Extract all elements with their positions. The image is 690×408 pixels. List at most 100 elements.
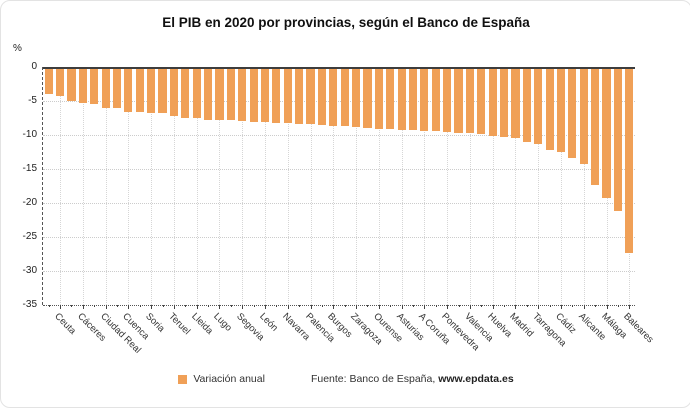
v-gridline <box>219 67 221 305</box>
bar-provincia-23 <box>295 68 304 125</box>
plot-area <box>42 67 635 309</box>
v-gridline <box>492 67 494 305</box>
x-tick <box>424 305 426 309</box>
bar-Cuenca <box>124 68 133 112</box>
y-tick-label: -30 <box>22 265 37 276</box>
x-tick <box>526 305 528 307</box>
bar-provincia-31 <box>386 68 395 129</box>
bar-provincia-15 <box>203 68 213 121</box>
h-gridline <box>43 135 635 136</box>
x-tick <box>276 305 278 307</box>
x-tick <box>595 305 597 307</box>
bar-Burgos <box>329 68 338 127</box>
x-tick <box>310 305 312 309</box>
source-site: www.epdata.es <box>438 373 514 385</box>
x-tick <box>151 305 153 309</box>
y-tick-label: -25 <box>22 231 37 242</box>
bar-León <box>260 68 270 123</box>
bar-Valencia <box>465 68 474 133</box>
x-tick <box>367 305 369 307</box>
bar-provincia-51 <box>613 68 622 212</box>
bar-Ciudad Real <box>101 68 110 108</box>
bar-provincia-9 <box>135 68 144 112</box>
y-axis-line <box>42 67 43 305</box>
v-gridline <box>173 67 175 305</box>
x-tick <box>253 305 255 307</box>
x-tick <box>538 305 540 309</box>
v-gridline <box>265 67 266 305</box>
x-tick <box>583 305 585 309</box>
v-gridline <box>287 67 289 305</box>
bar-provincia-43 <box>522 68 531 142</box>
v-gridline <box>447 67 449 305</box>
bar-Málaga <box>602 68 611 198</box>
x-tick <box>356 305 358 309</box>
y-tick-label: -20 <box>22 197 37 208</box>
y-tick-label: 0 <box>31 61 37 72</box>
x-tick <box>390 305 392 307</box>
bar-Lugo <box>215 68 224 121</box>
v-gridline <box>128 67 130 305</box>
x-tick <box>458 305 460 307</box>
v-gridline <box>401 67 403 305</box>
bar-Segovia <box>238 68 247 121</box>
v-gridline <box>583 67 585 305</box>
bar-Asturias <box>397 68 406 131</box>
bar-Cáceres <box>78 68 87 104</box>
bar-Palencia <box>306 68 315 125</box>
x-tick <box>321 305 323 307</box>
bar-Navarra <box>283 68 292 123</box>
bar-Teruel <box>169 68 178 116</box>
source-prefix: Fuente: Banco de España, <box>310 373 439 385</box>
x-axis-label: Lleida <box>188 311 215 337</box>
h-gridline <box>43 237 635 238</box>
h-gridline <box>43 203 635 204</box>
x-tick <box>515 305 517 309</box>
bar-provincia-39 <box>477 68 486 135</box>
y-axis-unit-label: % <box>13 43 22 54</box>
v-gridline <box>356 67 358 305</box>
bar-provincia-5 <box>90 68 99 105</box>
x-tick <box>481 305 483 307</box>
x-tick <box>48 305 50 307</box>
bar-provincia-29 <box>363 68 372 128</box>
x-axis-label: Ceuta <box>52 311 78 337</box>
x-tick <box>185 305 187 307</box>
x-tick <box>617 305 619 307</box>
bar-Lleida <box>192 68 201 118</box>
bar-provincia-49 <box>591 68 600 185</box>
x-tick <box>82 305 84 309</box>
bar-provincia-13 <box>181 68 190 118</box>
x-tick <box>435 305 437 307</box>
x-tick <box>196 305 198 309</box>
v-gridline <box>60 67 62 305</box>
h-gridline <box>43 101 635 102</box>
v-gridline <box>105 67 107 305</box>
bar-Huelva <box>488 68 497 136</box>
x-axis-label: Teruel <box>166 311 193 338</box>
x-axis-label: Madrid <box>507 311 536 340</box>
source-text: Fuente: Banco de España, www.epdata.es <box>311 373 514 385</box>
v-gridline <box>310 67 312 305</box>
x-tick <box>492 305 494 309</box>
bar-Pontevedra <box>443 68 452 133</box>
bar-Zaragoza <box>351 68 361 127</box>
v-gridline <box>242 67 244 305</box>
x-tick <box>94 305 96 307</box>
bar-Ceuta <box>55 68 65 96</box>
chart-footer: Variación anual Fuente: Banco de España,… <box>1 373 690 385</box>
y-tick-label: -15 <box>22 163 37 174</box>
bar-Soria <box>147 68 156 113</box>
x-tick <box>162 305 164 307</box>
bar-A Coruña <box>420 68 429 131</box>
x-tick <box>447 305 449 309</box>
x-tick <box>71 305 73 307</box>
v-gridline <box>196 67 198 305</box>
x-axis-label: Baleares <box>621 311 656 346</box>
x-tick <box>469 305 471 309</box>
legend-label: Variación anual <box>193 373 265 385</box>
x-tick <box>139 305 141 307</box>
bar-Cádiz <box>556 68 566 152</box>
bar-provincia-25 <box>317 68 326 125</box>
